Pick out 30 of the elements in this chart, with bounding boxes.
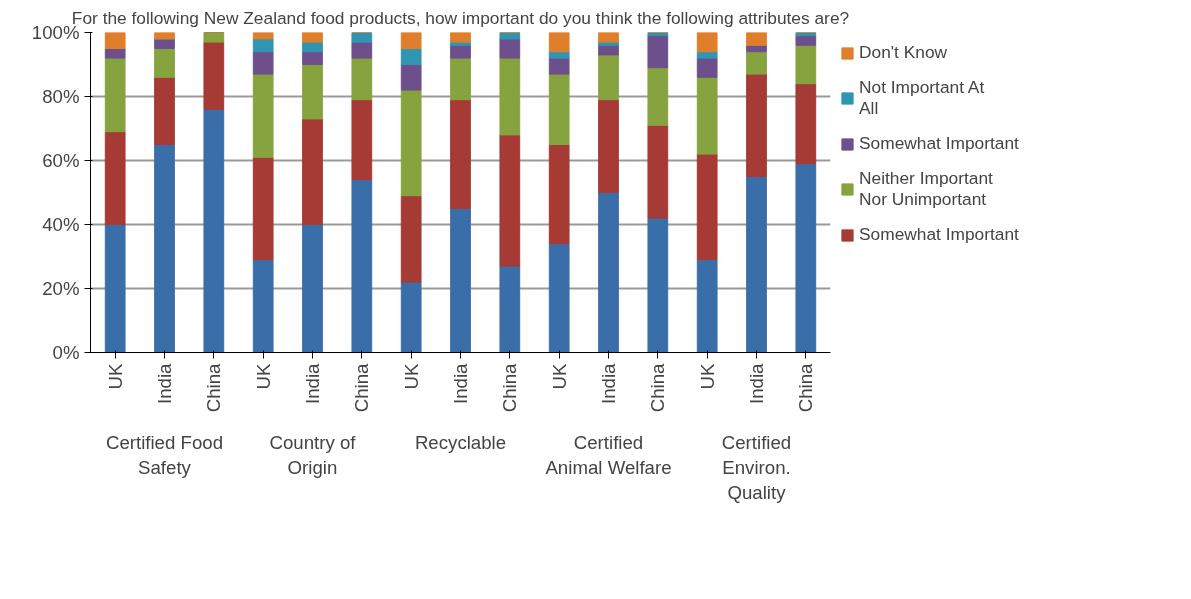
y-tick-label: 80% (42, 86, 80, 107)
x-tick-label: UK (696, 362, 718, 390)
x-tick-label: China (647, 362, 669, 413)
y-tick-label: 40% (42, 214, 80, 235)
x-tick-label: UK (548, 362, 570, 390)
x-tick-label: China (351, 362, 373, 413)
x-tick-label: UK (252, 362, 274, 390)
y-tick-label: 20% (42, 278, 80, 299)
legend-label: Somewhat Important (859, 133, 1019, 154)
text: Recyclable (414, 431, 507, 453)
x-tick-label: UK (400, 362, 422, 390)
x-tick-label: China (203, 362, 225, 413)
x-tick-label: China (499, 362, 521, 413)
legend-label: Not Important At All (859, 77, 985, 119)
x-tick-label: India (302, 362, 323, 404)
text: Certified Environ. Quality (721, 431, 792, 503)
text: Certified Animal Welfare (545, 431, 672, 478)
legend-label: Somewhat Important (859, 224, 1019, 245)
legend-label: Neither Important Nor Unimportant (859, 168, 993, 210)
text: Certified Food Safety (105, 431, 224, 478)
text: Country of Origin (269, 431, 357, 478)
x-tick-label: India (746, 362, 767, 404)
y-tick-label: 60% (42, 150, 80, 171)
x-tick-label: India (154, 362, 175, 404)
x-tick-label: UK (104, 362, 126, 390)
legend-label: Don't Know (859, 42, 948, 63)
x-tick-label: China (795, 362, 817, 413)
x-tick-label: India (450, 362, 471, 404)
x-tick-label: India (598, 362, 619, 404)
y-tick-label: 0% (52, 342, 80, 363)
